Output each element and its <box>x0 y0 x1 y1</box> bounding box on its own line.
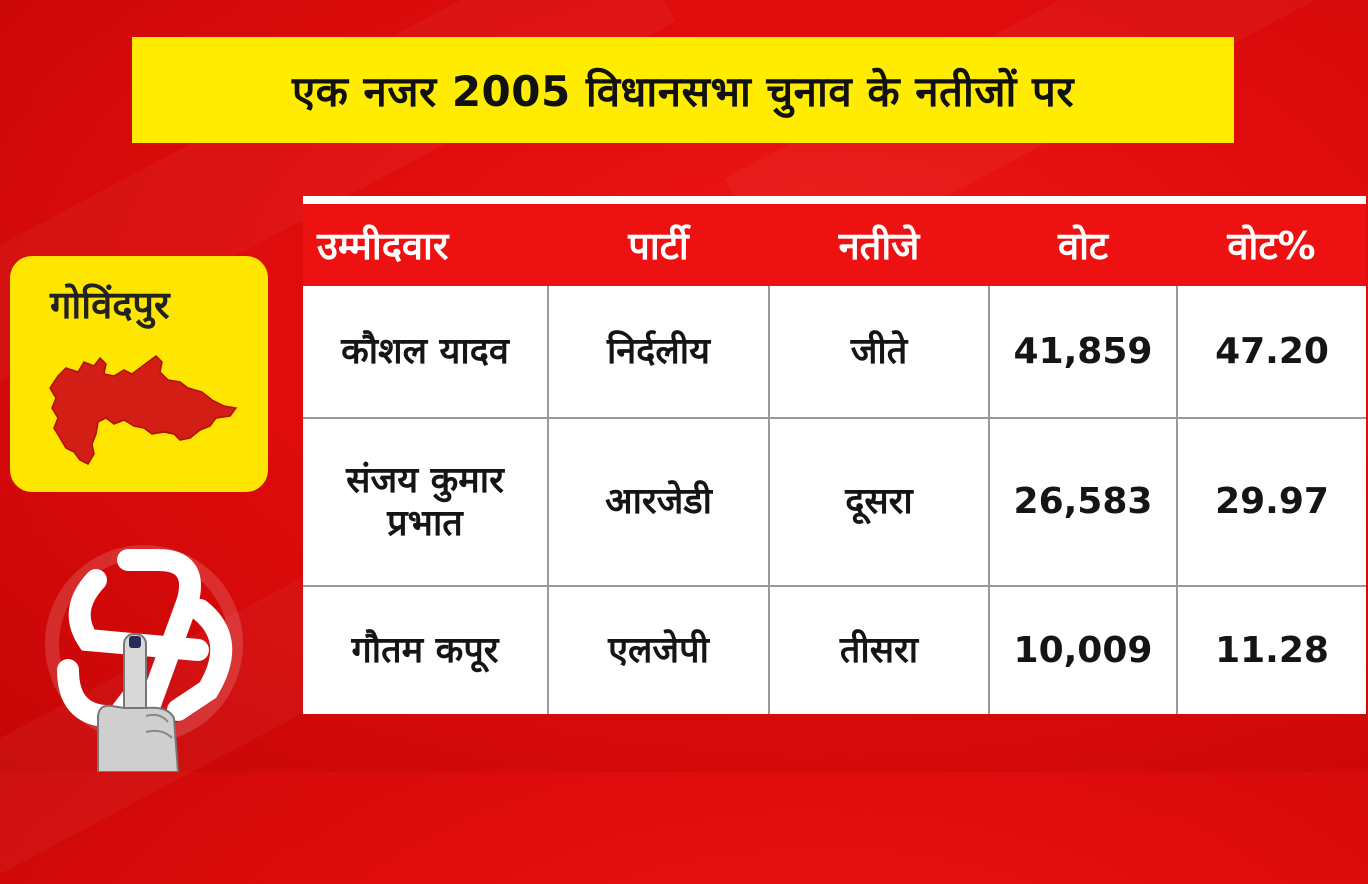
header-candidate: उम्मीदवार <box>303 196 548 286</box>
page-title: एक नजर 2005 विधानसभा चुनाव के नतीजों पर <box>291 66 1075 116</box>
header-vote-percent: वोट% <box>1177 196 1366 286</box>
table-header-row: उम्मीदवार पार्टी नतीजे वोट वोट% <box>303 196 1366 286</box>
vote-percent-cell: 47.20 <box>1177 286 1366 419</box>
region-name: गोविंदपुर <box>50 283 170 327</box>
votes-cell: 41,859 <box>989 286 1178 419</box>
party-cell: आरजेडी <box>548 418 770 587</box>
finger-icon <box>97 633 180 772</box>
result-cell: दूसरा <box>769 418 990 587</box>
party-cell: निर्दलीय <box>548 286 770 419</box>
result-cell: तीसरा <box>769 586 990 714</box>
candidate-cell: कौशल यादव <box>303 286 549 419</box>
header-party: पार्टी <box>548 196 769 286</box>
result-cell: जीते <box>769 286 990 419</box>
table-row: कौशल यादव निर्दलीय जीते 41,859 47.20 <box>303 286 1366 419</box>
candidate-cell: गौतम कपूर <box>303 586 549 714</box>
party-cell: एलजेपी <box>548 586 770 714</box>
table-row: गौतम कपूर एलजेपी तीसरा 10,009 11.28 <box>303 586 1366 714</box>
votes-cell: 10,009 <box>989 586 1178 714</box>
region-map-icon <box>49 355 238 465</box>
region-card: गोविंदपुर <box>10 256 268 492</box>
table-row: संजय कुमार प्रभात आरजेडी दूसरा 26,583 29… <box>303 418 1366 587</box>
results-table: उम्मीदवार पार्टी नतीजे वोट वोट% कौशल याद… <box>303 196 1366 714</box>
candidate-cell: संजय कुमार प्रभात <box>303 418 549 587</box>
vote-percent-cell: 29.97 <box>1177 418 1366 587</box>
vote-percent-cell: 11.28 <box>1215 629 1329 671</box>
election-swastika-finger-icon <box>45 545 243 772</box>
votes-cell: 26,583 <box>989 418 1178 587</box>
title-banner: एक नजर 2005 विधानसभा चुनाव के नतीजों पर <box>132 37 1234 143</box>
header-votes: वोट <box>989 196 1177 286</box>
header-result: नतीजे <box>769 196 989 286</box>
